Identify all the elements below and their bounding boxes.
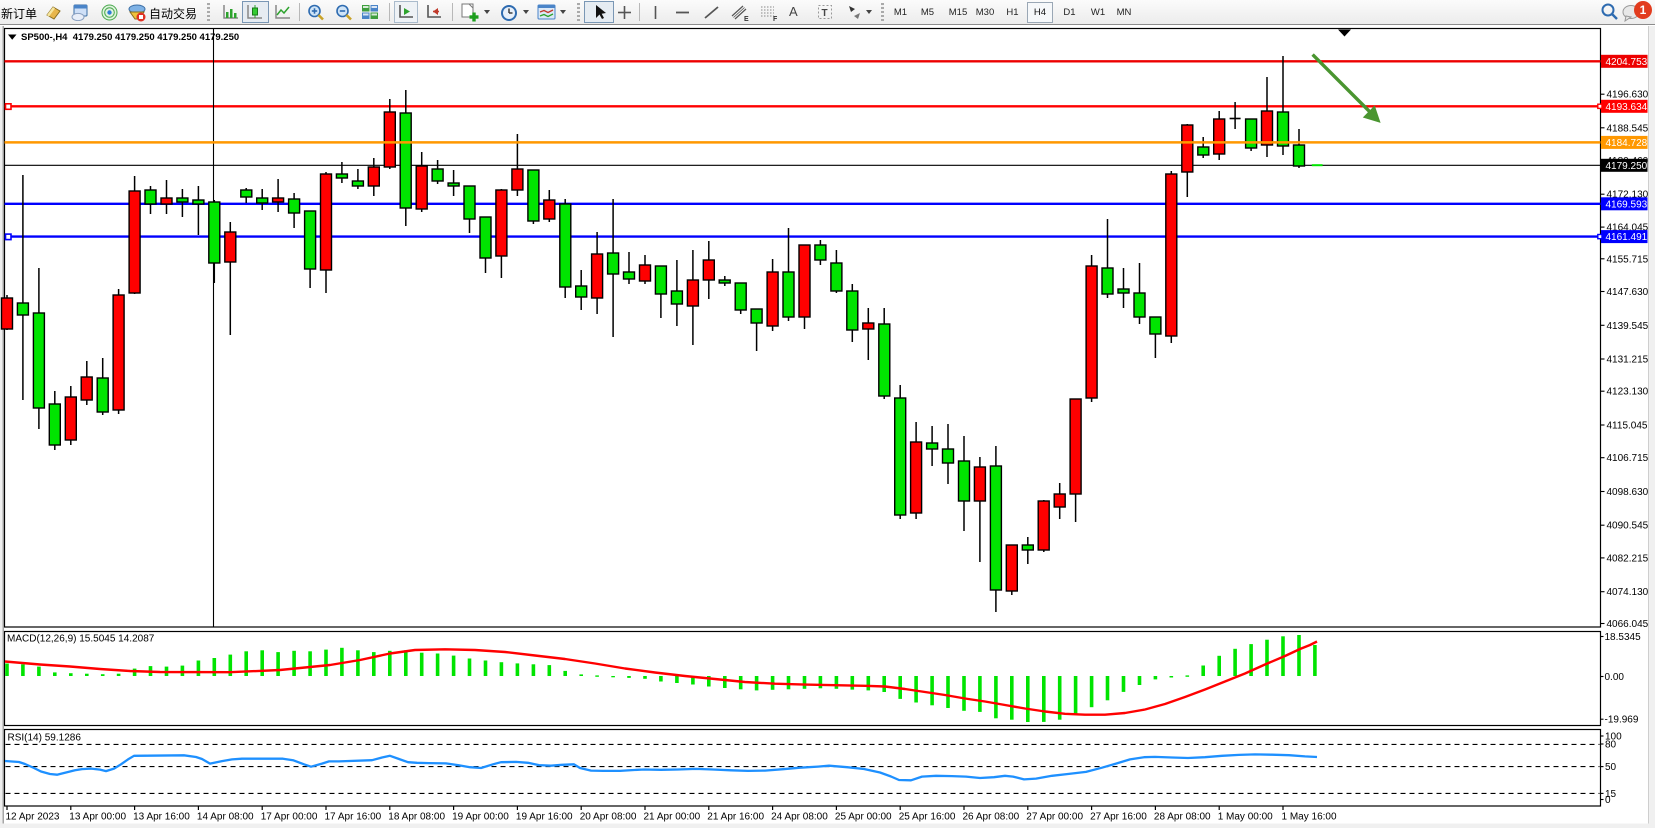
svg-text:19 Apr 16:00: 19 Apr 16:00 [516,812,573,823]
svg-text:4193.634: 4193.634 [1606,102,1648,113]
svg-text:0: 0 [1605,795,1611,806]
svg-text:17 Apr 16:00: 17 Apr 16:00 [325,812,382,823]
svg-text:4188.545: 4188.545 [1607,123,1649,134]
svg-text:4172.130: 4172.130 [1607,190,1649,201]
svg-text:27 Apr 00:00: 27 Apr 00:00 [1026,812,1083,823]
svg-text:4204.753: 4204.753 [1606,57,1648,68]
svg-text:1 May 16:00: 1 May 16:00 [1282,812,1337,823]
svg-text:SP500-,H4 4179.250 4179.250 4: SP500-,H4 4179.250 4179.250 4179.250 417… [21,32,239,43]
svg-text:27 Apr 16:00: 27 Apr 16:00 [1090,812,1147,823]
svg-text:19 Apr 00:00: 19 Apr 00:00 [452,812,509,823]
svg-text:26 Apr 08:00: 26 Apr 08:00 [963,812,1020,823]
svg-text:4164.045: 4164.045 [1607,223,1649,234]
svg-text:25 Apr 00:00: 25 Apr 00:00 [835,812,892,823]
svg-text:4074.130: 4074.130 [1607,587,1649,598]
svg-text:E: E [744,16,749,22]
svg-text:4196.630: 4196.630 [1607,90,1649,101]
svg-text:15: 15 [1605,789,1617,800]
svg-text:4106.715: 4106.715 [1607,453,1649,464]
svg-text:MACD(12,26,9) 15.5045 14.2087: MACD(12,26,9) 15.5045 14.2087 [7,634,155,645]
svg-text:25 Apr 16:00: 25 Apr 16:00 [899,812,956,823]
svg-text:28 Apr 08:00: 28 Apr 08:00 [1154,812,1211,823]
svg-text:4147.630: 4147.630 [1607,287,1649,298]
svg-text:F: F [773,16,778,22]
svg-text:13 Apr 16:00: 13 Apr 16:00 [133,812,190,823]
svg-text:1 May 00:00: 1 May 00:00 [1218,812,1273,823]
svg-text:4131.215: 4131.215 [1607,355,1649,366]
svg-text:4179.250: 4179.250 [1606,161,1648,172]
svg-text:4115.045: 4115.045 [1607,421,1648,432]
svg-text:24 Apr 08:00: 24 Apr 08:00 [771,812,828,823]
svg-text:18 Apr 08:00: 18 Apr 08:00 [388,812,445,823]
svg-text:18.5345: 18.5345 [1605,632,1642,643]
svg-text:14 Apr 08:00: 14 Apr 08:00 [197,812,254,823]
svg-text:50: 50 [1605,762,1617,773]
svg-text:4123.130: 4123.130 [1607,387,1649,398]
svg-text:-19.969: -19.969 [1605,715,1639,726]
svg-text:0.00: 0.00 [1605,672,1625,683]
svg-text:4139.545: 4139.545 [1607,321,1649,332]
svg-text:4155.715: 4155.715 [1607,254,1649,265]
svg-text:4184.728: 4184.728 [1606,138,1648,149]
svg-text:RSI(14) 59.1286: RSI(14) 59.1286 [8,733,82,744]
svg-text:4090.545: 4090.545 [1607,521,1649,532]
svg-text:80: 80 [1605,740,1617,751]
svg-text:12 Apr 2023: 12 Apr 2023 [6,812,60,823]
svg-text:21 Apr 00:00: 21 Apr 00:00 [644,812,701,823]
svg-text:17 Apr 00:00: 17 Apr 00:00 [261,812,318,823]
svg-text:21 Apr 16:00: 21 Apr 16:00 [707,812,764,823]
svg-text:4169.593: 4169.593 [1606,199,1648,210]
svg-text:T: T [822,8,828,19]
svg-text:4161.491: 4161.491 [1606,232,1648,243]
svg-text:4066.045: 4066.045 [1607,619,1649,630]
svg-text:13 Apr 00:00: 13 Apr 00:00 [69,812,126,823]
svg-text:4098.630: 4098.630 [1607,487,1649,498]
svg-text:20 Apr 08:00: 20 Apr 08:00 [580,812,637,823]
svg-text:4082.215: 4082.215 [1607,553,1649,564]
svg-text:100: 100 [1605,732,1622,743]
